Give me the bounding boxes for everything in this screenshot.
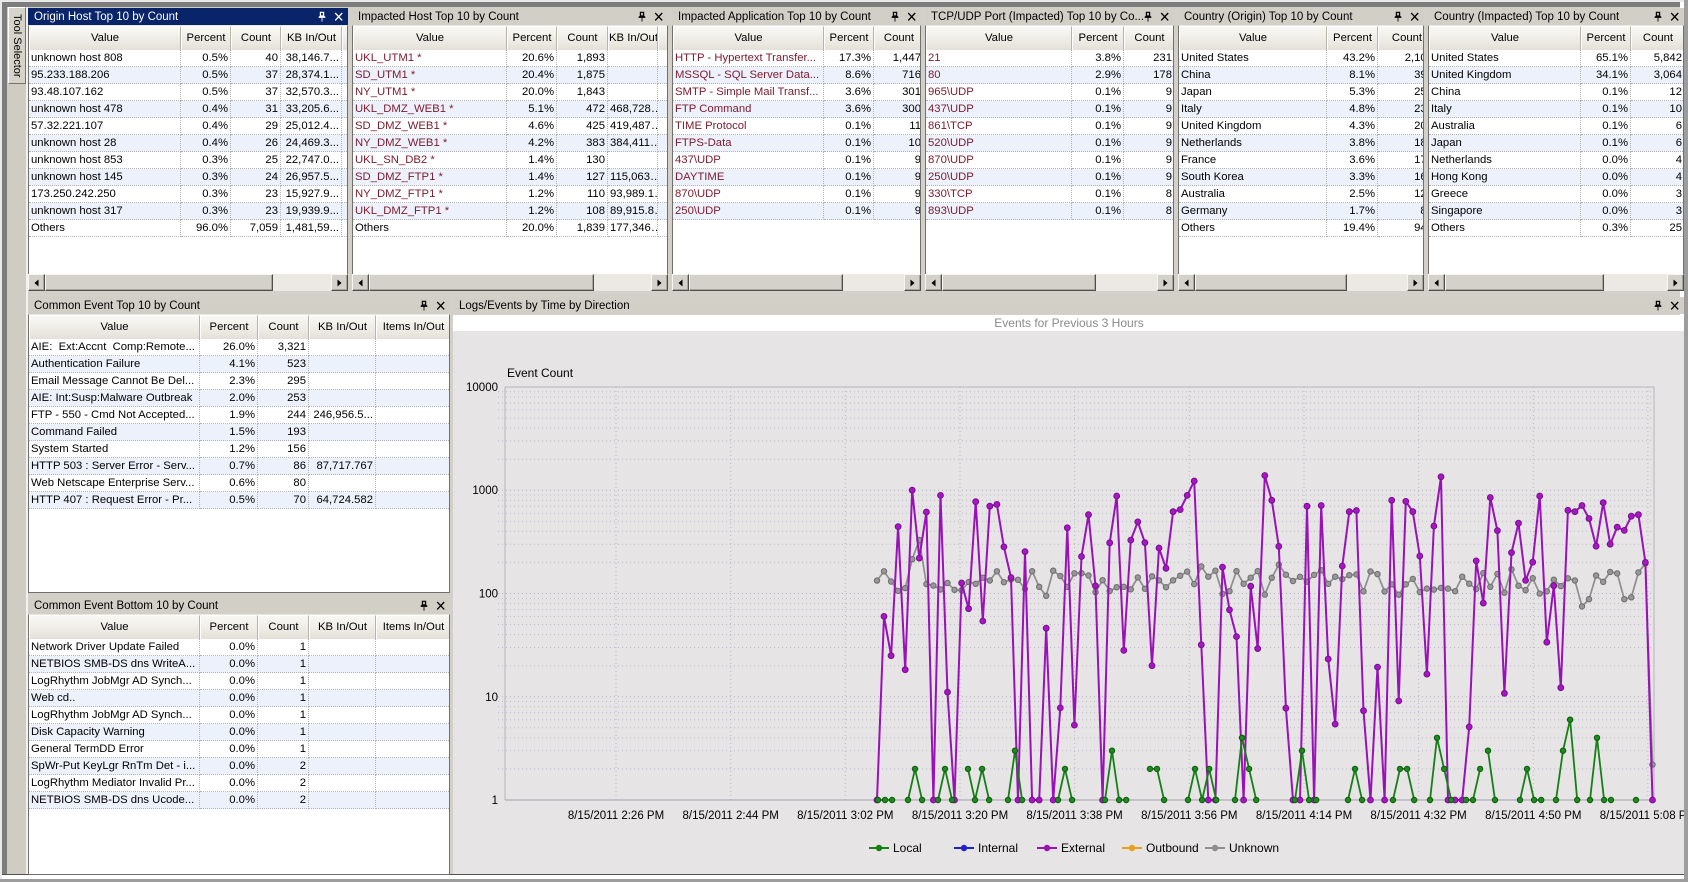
svg-text:Event Count: Event Count [507, 366, 574, 380]
svg-text:Local: Local [893, 841, 922, 855]
svg-text:8/15/2011 4:14 PM: 8/15/2011 4:14 PM [1256, 810, 1352, 822]
svg-text:External: External [1061, 841, 1105, 855]
svg-text:1: 1 [492, 795, 498, 807]
svg-text:10: 10 [485, 692, 498, 704]
svg-text:8/15/2011 2:44 PM: 8/15/2011 2:44 PM [683, 810, 779, 822]
svg-text:8/15/2011 3:56 PM: 8/15/2011 3:56 PM [1141, 810, 1237, 822]
svg-text:Events for Previous 3 Hours: Events for Previous 3 Hours [994, 316, 1143, 330]
svg-text:8/15/2011 2:26 PM: 8/15/2011 2:26 PM [568, 810, 664, 822]
svg-text:10000: 10000 [466, 382, 498, 394]
svg-text:8/15/2011 5:08 PM: 8/15/2011 5:08 PM [1600, 810, 1684, 822]
svg-text:Internal: Internal [978, 841, 1018, 855]
svg-text:1000: 1000 [472, 485, 498, 497]
svg-text:8/15/2011 4:32 PM: 8/15/2011 4:32 PM [1370, 810, 1466, 822]
svg-text:Outbound: Outbound [1146, 841, 1199, 855]
svg-text:8/15/2011 4:50 PM: 8/15/2011 4:50 PM [1485, 810, 1581, 822]
svg-text:Unknown: Unknown [1229, 841, 1279, 855]
svg-text:100: 100 [479, 589, 498, 601]
svg-text:8/15/2011 3:20 PM: 8/15/2011 3:20 PM [912, 810, 1008, 822]
svg-text:8/15/2011 3:02 PM: 8/15/2011 3:02 PM [797, 810, 893, 822]
svg-text:8/15/2011 3:38 PM: 8/15/2011 3:38 PM [1026, 810, 1122, 822]
